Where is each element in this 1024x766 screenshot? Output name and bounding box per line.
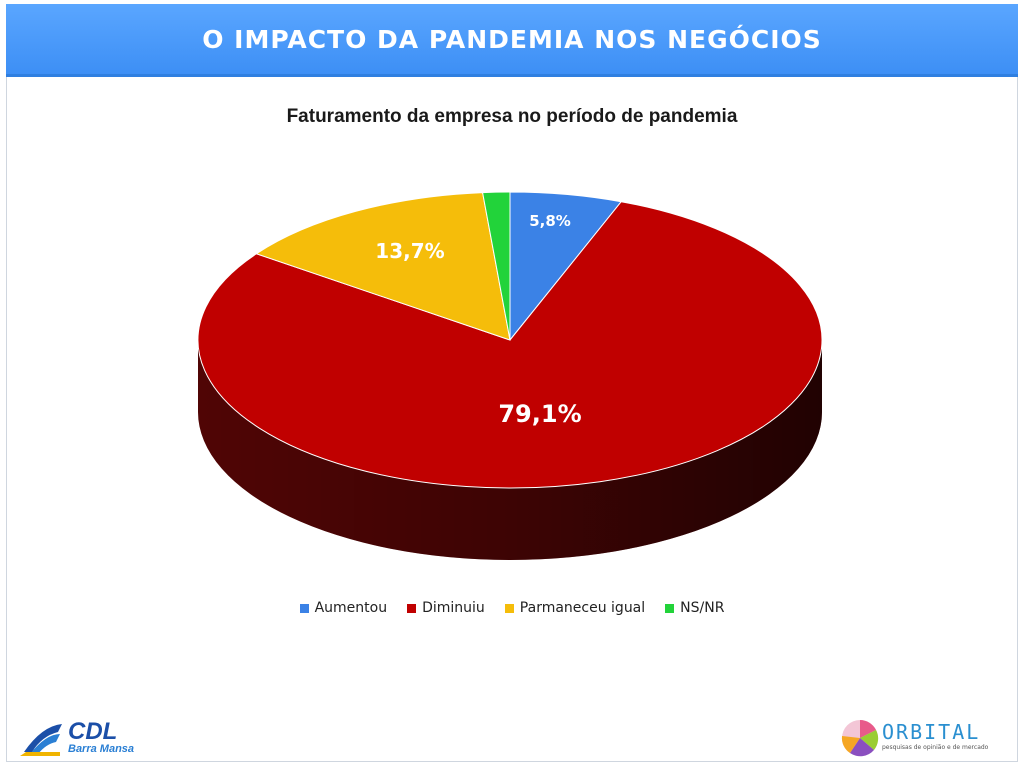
- page-title: O IMPACTO DA PANDEMIA NOS NEGÓCIOS: [202, 24, 822, 54]
- legend-item-aumentou: Aumentou: [299, 600, 388, 616]
- cdl-logo-subtitle: Barra Mansa: [68, 743, 135, 755]
- legend-swatch-diminuiu: [407, 603, 417, 613]
- pie-side-shade-diminuiu: [198, 340, 822, 560]
- legend: Aumentou Diminuiu Parmaneceu igual NS/NR: [0, 600, 1024, 616]
- orbital-logo-mark-icon: [841, 720, 879, 757]
- pie-label-group: 5,8% 79,1% 13,7%: [375, 212, 581, 428]
- pie-slice-ns-nr: [481, 191, 511, 341]
- data-label-aumentou: 5,8%: [529, 212, 571, 230]
- pie-top-group: [197, 191, 823, 489]
- orbital-logo-name: ORBITAL: [882, 720, 981, 744]
- orbital-logo: ORBITAL pesquisas de opinião e de mercad…: [840, 716, 1000, 760]
- legend-label-ns-nr: NS/NR: [680, 600, 725, 616]
- legend-item-ns-nr: NS/NR: [665, 600, 724, 616]
- legend-label-diminuiu: Diminuiu: [422, 600, 485, 616]
- pie-slice-diminuiu: [197, 201, 823, 489]
- legend-swatch-aumentou: [299, 603, 309, 613]
- cdl-logo-name: CDL: [68, 718, 118, 745]
- data-label-diminuiu: 79,1%: [498, 400, 581, 428]
- pie-slice-parmaneceu-igual: [255, 192, 511, 341]
- orbital-logo-subtitle: pesquisas de opinião e de mercado: [882, 744, 989, 751]
- cdl-logo-mark-icon: [20, 724, 62, 756]
- legend-label-parmaneceu-igual: Parmaneceu igual: [519, 600, 646, 616]
- legend-item-parmaneceu-igual: Parmaneceu igual: [504, 600, 646, 616]
- slide-frame: [6, 77, 1018, 762]
- legend-swatch-parmaneceu-igual: [504, 603, 514, 613]
- chart-title: Faturamento da empresa no período de pan…: [286, 106, 738, 127]
- legend-label-aumentou: Aumentou: [314, 600, 388, 616]
- cdl-logo: CDL Barra Mansa: [20, 718, 160, 758]
- pie-side-group: [198, 340, 822, 560]
- legend-swatch-ns-nr: [665, 603, 675, 613]
- legend-item-diminuiu: Diminuiu: [407, 600, 485, 616]
- data-label-parmaneceu-igual: 13,7%: [375, 239, 444, 263]
- header-banner: O IMPACTO DA PANDEMIA NOS NEGÓCIOS: [6, 4, 1018, 77]
